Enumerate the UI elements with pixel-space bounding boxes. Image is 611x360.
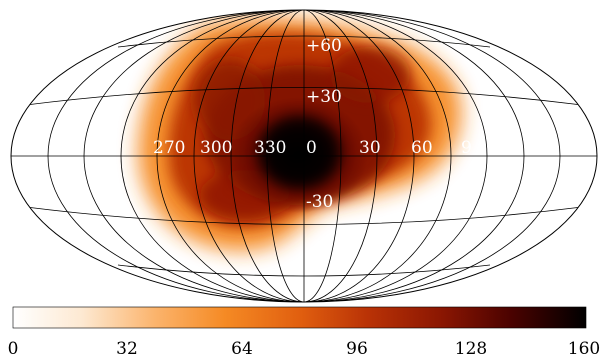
colorbar-tick-64: 64 — [231, 339, 253, 359]
longitude-label-300: 300 — [200, 138, 232, 158]
longitude-label-330: 330 — [254, 138, 286, 158]
longitude-label-0: 0 — [306, 138, 317, 158]
intensity-heatmap — [138, 17, 462, 251]
latitude-label-minus30: -30 — [306, 192, 333, 212]
longitude-label-60: 60 — [411, 138, 433, 158]
longitude-label-30: 30 — [359, 138, 381, 158]
longitude-label-270: 270 — [153, 138, 185, 158]
colorbar-tick-96: 96 — [346, 339, 368, 359]
colorbar-tick-128: 128 — [455, 339, 487, 359]
sky-ellipse-outline — [10, 9, 598, 303]
colorbar-tick-160: 160 — [568, 339, 600, 359]
latitude-label-plus60: +60 — [306, 36, 342, 56]
graticule — [11, 10, 597, 302]
colorbar — [12, 306, 587, 329]
longitude-label-90: 9 — [461, 138, 472, 158]
latitude-label-plus30: +30 — [306, 87, 342, 107]
colorbar-tick-32: 32 — [116, 339, 138, 359]
colorbar-tick-0: 0 — [8, 339, 19, 359]
